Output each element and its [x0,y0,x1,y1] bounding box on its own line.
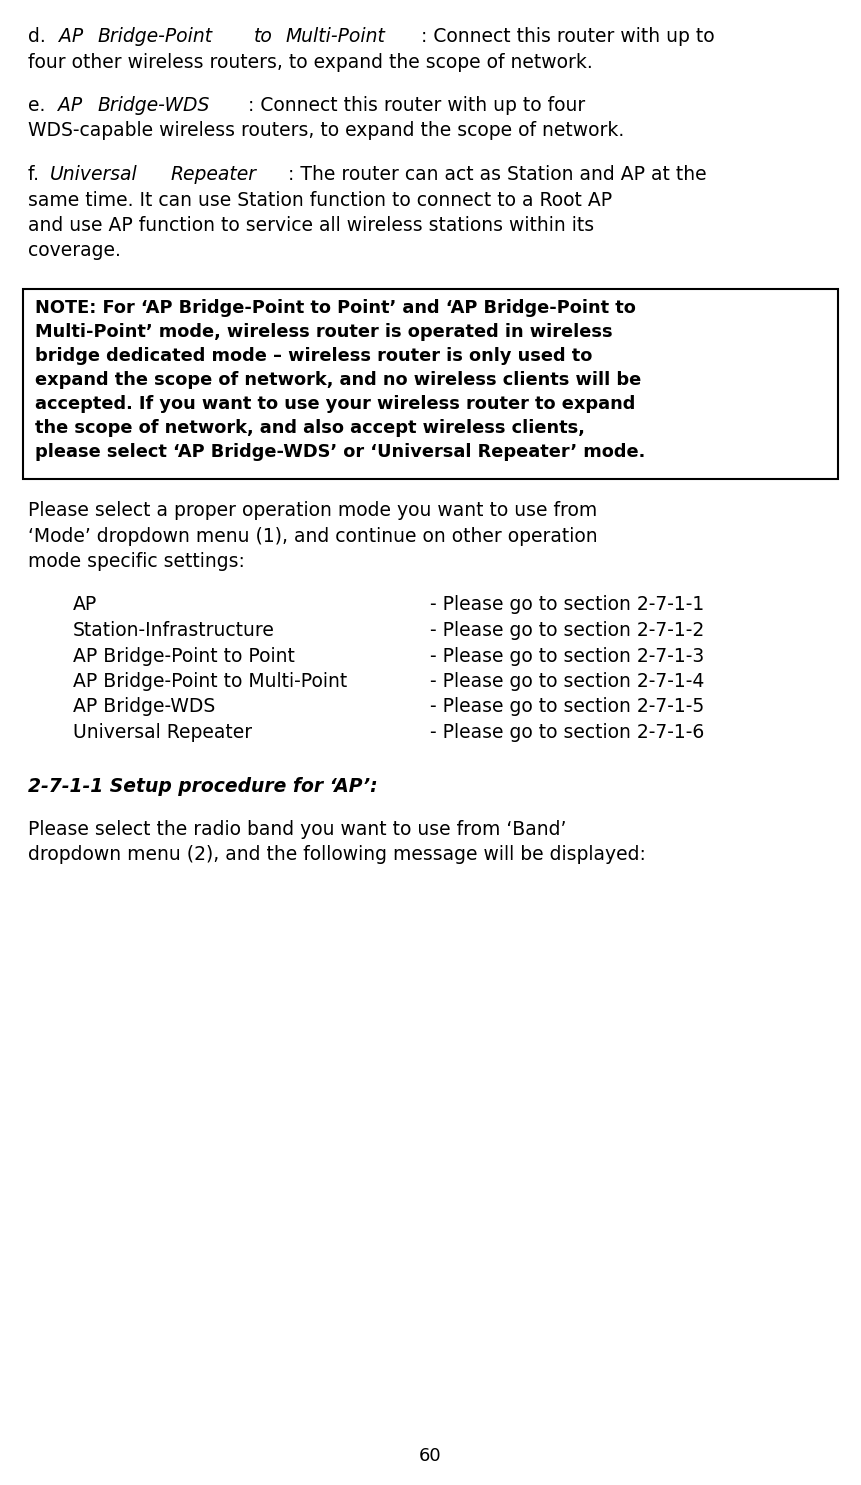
Text: please select ‘AP Bridge-WDS’ or ‘Universal Repeater’ mode.: please select ‘AP Bridge-WDS’ or ‘Univer… [35,443,645,460]
Text: Bridge-Point: Bridge-Point [97,27,213,46]
Text: - Please go to section 2-7-1-1: - Please go to section 2-7-1-1 [430,595,704,615]
Text: Universal: Universal [50,165,138,184]
Text: the scope of network, and also accept wireless clients,: the scope of network, and also accept wi… [35,419,585,437]
Text: : The router can act as Station and AP at the: : The router can act as Station and AP a… [282,165,707,184]
Text: Please select a proper operation mode you want to use from: Please select a proper operation mode yo… [28,500,598,520]
Text: Please select the radio band you want to use from ‘Band’: Please select the radio band you want to… [28,820,567,839]
Text: Universal Repeater: Universal Repeater [73,723,252,742]
Text: AP: AP [59,27,83,46]
Text: : Connect this router with up to four: : Connect this router with up to four [242,97,585,114]
Text: - Please go to section 2-7-1-4: - Please go to section 2-7-1-4 [430,673,704,691]
Text: to: to [254,27,273,46]
Text: Bridge-WDS: Bridge-WDS [97,97,209,114]
Text: ‘Mode’ dropdown menu (1), and continue on other operation: ‘Mode’ dropdown menu (1), and continue o… [28,527,598,545]
Text: Multi-Point: Multi-Point [286,27,386,46]
Text: f.: f. [28,165,45,184]
Text: AP: AP [73,595,97,615]
Text: Station-Infrastructure: Station-Infrastructure [73,621,275,640]
Text: dropdown menu (2), and the following message will be displayed:: dropdown menu (2), and the following mes… [28,845,646,864]
Text: WDS-capable wireless routers, to expand the scope of network.: WDS-capable wireless routers, to expand … [28,122,624,141]
Text: and use AP function to service all wireless stations within its: and use AP function to service all wirel… [28,215,594,235]
Text: - Please go to section 2-7-1-2: - Please go to section 2-7-1-2 [430,621,704,640]
Text: bridge dedicated mode – wireless router is only used to: bridge dedicated mode – wireless router … [35,347,592,365]
Text: mode specific settings:: mode specific settings: [28,552,245,572]
Text: AP Bridge-Point to Point: AP Bridge-Point to Point [73,646,294,665]
Text: same time. It can use Station function to connect to a Root AP: same time. It can use Station function t… [28,190,612,209]
Text: 60: 60 [419,1446,442,1466]
Text: 2-7-1-1 Setup procedure for ‘AP’:: 2-7-1-1 Setup procedure for ‘AP’: [28,777,378,796]
Text: four other wireless routers, to expand the scope of network.: four other wireless routers, to expand t… [28,52,592,71]
Text: d.: d. [28,27,52,46]
Text: AP Bridge-Point to Multi-Point: AP Bridge-Point to Multi-Point [73,673,347,691]
Text: expand the scope of network, and no wireless clients will be: expand the scope of network, and no wire… [35,371,641,389]
Text: - Please go to section 2-7-1-6: - Please go to section 2-7-1-6 [430,723,704,742]
Text: AP Bridge-WDS: AP Bridge-WDS [73,698,215,716]
Text: Multi-Point’ mode, wireless router is operated in wireless: Multi-Point’ mode, wireless router is op… [35,324,613,342]
Text: AP: AP [59,97,83,114]
Text: Repeater: Repeater [170,165,257,184]
Text: accepted. If you want to use your wireless router to expand: accepted. If you want to use your wirele… [35,395,635,413]
Text: NOTE: For ‘AP Bridge-Point to Point’ and ‘AP Bridge-Point to: NOTE: For ‘AP Bridge-Point to Point’ and… [35,298,636,316]
FancyBboxPatch shape [23,290,838,480]
Text: - Please go to section 2-7-1-5: - Please go to section 2-7-1-5 [430,698,704,716]
Text: coverage.: coverage. [28,242,121,260]
Text: - Please go to section 2-7-1-3: - Please go to section 2-7-1-3 [430,646,704,665]
Text: : Connect this router with up to: : Connect this router with up to [415,27,715,46]
Text: e.: e. [28,97,52,114]
